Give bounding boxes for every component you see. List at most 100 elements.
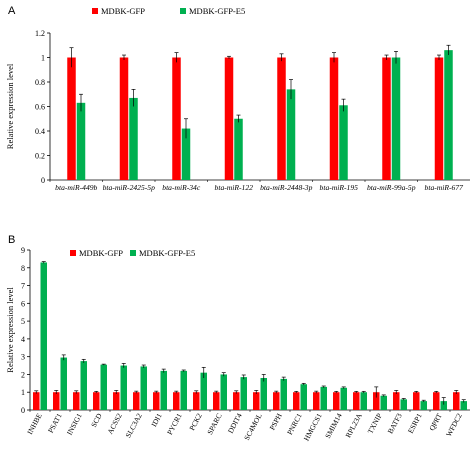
y-tick-label: 7 bbox=[21, 282, 25, 291]
bar-control bbox=[193, 392, 200, 410]
bar-treated bbox=[76, 102, 86, 180]
bar-control bbox=[213, 392, 220, 410]
legend-label-treated: MDBK-GFP-E5 bbox=[189, 6, 245, 16]
category-label: PYCR1 bbox=[165, 411, 184, 436]
y-tick-label: 2 bbox=[21, 370, 25, 379]
category-label: SCD bbox=[89, 411, 104, 429]
bar-treated bbox=[360, 392, 367, 410]
category-label: bta-miR-195 bbox=[320, 183, 359, 192]
y-tick-label: 6 bbox=[21, 299, 25, 308]
category-label: bta-miR-677 bbox=[425, 183, 465, 192]
category-label: SPARC bbox=[205, 412, 224, 436]
category-label: bta-miR-122 bbox=[215, 183, 254, 192]
bar-treated bbox=[234, 118, 243, 180]
bar-treated bbox=[260, 378, 267, 410]
y-tick-label: 9 bbox=[21, 246, 25, 255]
y-tick-label: 1 bbox=[21, 388, 25, 397]
y-tick-label: 1.2 bbox=[35, 29, 45, 38]
category-label: IDI1 bbox=[149, 411, 164, 428]
bar-control bbox=[313, 392, 320, 410]
y-tick-label: 0 bbox=[21, 406, 25, 415]
bar-treated bbox=[220, 374, 227, 410]
category-label: PCK2 bbox=[187, 411, 204, 431]
category-label: SLC3A2 bbox=[123, 411, 143, 439]
legend-swatch-control bbox=[92, 8, 98, 14]
y-axis-label: Relative expression level bbox=[5, 63, 15, 149]
bar-control bbox=[53, 392, 60, 410]
bar-control bbox=[413, 392, 420, 410]
bar-control bbox=[329, 57, 339, 180]
panel-b-chart: B MDBK-GFP MDBK-GFP-E5 Relative expression … bbox=[5, 234, 470, 442]
bar-treated bbox=[300, 384, 307, 410]
category-label: bta-miR-34c bbox=[162, 183, 201, 192]
category-label: ACSS2 bbox=[105, 411, 124, 435]
category-label: INSIG1 bbox=[65, 411, 84, 436]
category-label: bta-miR-2448-3p bbox=[260, 183, 313, 192]
bar-treated bbox=[240, 377, 247, 410]
bar-control bbox=[93, 392, 100, 410]
panel-a-chart: A MDBK-GFP MDBK-GFP-E5 Relative expression … bbox=[5, 5, 470, 192]
category-label: PSAT1 bbox=[46, 411, 64, 434]
bar-treated bbox=[129, 97, 138, 180]
category-label: bta-miR-99a-5p bbox=[367, 183, 416, 192]
category-label: PNRC1 bbox=[285, 411, 304, 436]
bar-treated bbox=[339, 105, 348, 180]
bar-treated bbox=[380, 395, 387, 410]
y-tick-label: 1 bbox=[41, 54, 45, 63]
y-tick-label: 0.4 bbox=[35, 127, 45, 136]
legend-label-treated: MDBK-GFP-E5 bbox=[139, 248, 195, 258]
category-label: SMIM14 bbox=[323, 411, 344, 439]
category-label: PSPH bbox=[268, 411, 285, 431]
category-label: bta-miR-2425-5p bbox=[103, 183, 156, 192]
legend-label-control: MDBK-GFP bbox=[101, 6, 145, 16]
legend-swatch-treated bbox=[180, 8, 186, 14]
y-tick-label: 4 bbox=[21, 335, 25, 344]
bar-treated bbox=[200, 372, 207, 410]
bar-control bbox=[273, 392, 280, 410]
category-label: BATF3 bbox=[386, 411, 404, 435]
y-tick-label: 0.8 bbox=[35, 78, 45, 87]
bar-control bbox=[172, 57, 181, 180]
bar-control bbox=[113, 392, 120, 410]
bar-treated bbox=[40, 262, 47, 410]
bar-control bbox=[173, 392, 180, 410]
panel-label: B bbox=[8, 234, 15, 246]
legend-swatch-control bbox=[70, 250, 76, 256]
bar-control bbox=[382, 57, 391, 180]
bar-treated bbox=[100, 364, 107, 410]
bar-control bbox=[153, 392, 160, 410]
bar-treated bbox=[391, 57, 401, 180]
bar-treated bbox=[60, 357, 67, 410]
bar-control bbox=[453, 392, 460, 410]
legend-swatch-treated bbox=[130, 250, 136, 256]
y-axis-label: Relative expression level bbox=[5, 287, 15, 373]
bar-treated bbox=[180, 370, 187, 410]
bar-control bbox=[67, 57, 76, 180]
bar-control bbox=[333, 392, 340, 410]
y-tick-label: 8 bbox=[21, 264, 25, 273]
y-tick-label: 0 bbox=[41, 176, 45, 185]
bar-treated bbox=[80, 361, 87, 410]
bar-control bbox=[373, 392, 380, 410]
category-label: WFDC2 bbox=[444, 411, 464, 438]
category-label: DDIT4 bbox=[226, 411, 244, 434]
bar-treated bbox=[460, 401, 467, 410]
bar-treated bbox=[320, 386, 327, 410]
category-label: RPL23A bbox=[343, 411, 364, 439]
bar-control bbox=[33, 392, 40, 410]
bar-control bbox=[433, 392, 440, 410]
bar-control bbox=[253, 392, 260, 410]
bar-control bbox=[293, 392, 300, 410]
bar-treated bbox=[400, 399, 407, 410]
bar-treated bbox=[444, 50, 453, 181]
y-tick-label: 3 bbox=[21, 353, 25, 362]
bar-treated bbox=[140, 366, 147, 410]
bar-control bbox=[73, 392, 80, 410]
y-tick-label: 0.2 bbox=[35, 152, 45, 161]
bar-treated bbox=[181, 128, 191, 180]
bar-control bbox=[434, 57, 444, 180]
category-label: SC4MOL bbox=[242, 411, 264, 441]
bar-control bbox=[393, 392, 400, 410]
bar-treated bbox=[160, 370, 167, 410]
